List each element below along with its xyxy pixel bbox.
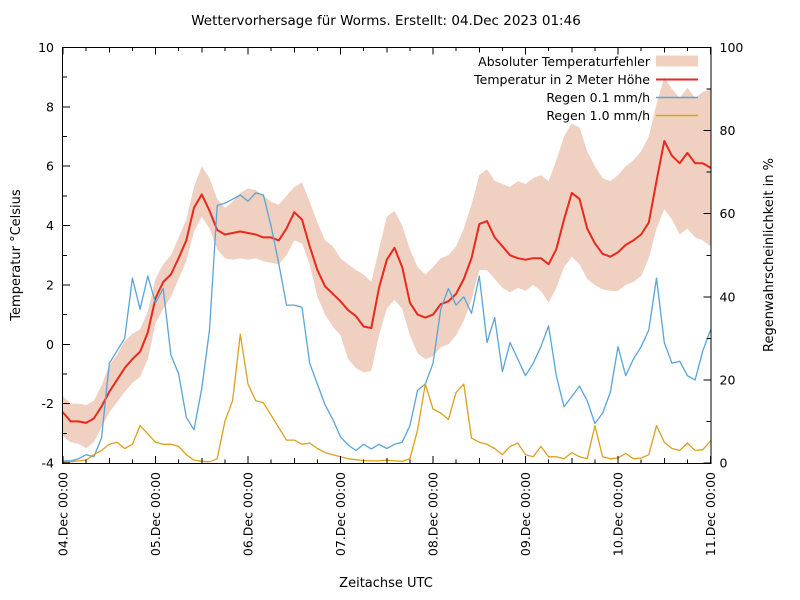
y-axis-left-label: Temperatur °Celsius bbox=[9, 189, 24, 321]
legend-band-swatch bbox=[656, 55, 698, 67]
legend-entry-temperature: Temperatur in 2 Meter Höhe bbox=[474, 72, 650, 87]
rain-10-line bbox=[62, 333, 712, 463]
y-right-tick-label: 80 bbox=[720, 123, 736, 138]
y-left-tick-label: 0 bbox=[46, 337, 54, 352]
x-tick-label: 05.Dec 00:00 bbox=[148, 472, 163, 556]
y-left-tick-label: 4 bbox=[46, 218, 54, 233]
y-left-tick-label: 6 bbox=[46, 159, 54, 174]
x-tick-label: 06.Dec 00:00 bbox=[241, 472, 256, 556]
y-left-tick-label: -2 bbox=[42, 396, 54, 411]
temperature-line bbox=[62, 140, 712, 424]
x-tick-label: 09.Dec 00:00 bbox=[518, 472, 533, 556]
y-right-tick-label: 20 bbox=[720, 372, 736, 387]
legend-entry-error-band: Absoluter Temperaturfehler bbox=[478, 54, 650, 69]
y-right-tick-label: 60 bbox=[720, 206, 736, 221]
y-left-tick-label: 10 bbox=[38, 40, 54, 55]
y-left-tick-label: 2 bbox=[46, 277, 54, 292]
legend-entry-rain-01: Regen 0.1 mm/h bbox=[546, 90, 650, 105]
series-layer bbox=[62, 77, 712, 463]
y-left-tick-label: 8 bbox=[46, 99, 54, 114]
legend-entry-rain-10: Regen 1.0 mm/h bbox=[546, 108, 650, 123]
chart-title: Wettervorhersage für Worms. Erstellt: 04… bbox=[191, 13, 581, 29]
x-tick-label: 08.Dec 00:00 bbox=[426, 472, 441, 556]
y-axis-right-label: Regenwahrscheinlichkeit in % bbox=[762, 158, 777, 352]
rain-01-line bbox=[62, 192, 712, 462]
y-right-tick-label: 40 bbox=[720, 289, 736, 304]
x-tick-label: 07.Dec 00:00 bbox=[333, 472, 348, 556]
y-right-tick-label: 100 bbox=[720, 40, 744, 55]
y-right-tick-label: 0 bbox=[720, 456, 728, 471]
axis-ticks bbox=[62, 47, 711, 464]
x-tick-label: 04.Dec 00:00 bbox=[56, 472, 71, 556]
legend-keys bbox=[656, 55, 698, 117]
x-axis-label: Zeitachse UTC bbox=[339, 576, 433, 591]
y-left-tick-label: -4 bbox=[42, 456, 55, 471]
x-tick-label: 11.Dec 00:00 bbox=[703, 472, 718, 556]
x-tick-label: 10.Dec 00:00 bbox=[611, 472, 626, 556]
